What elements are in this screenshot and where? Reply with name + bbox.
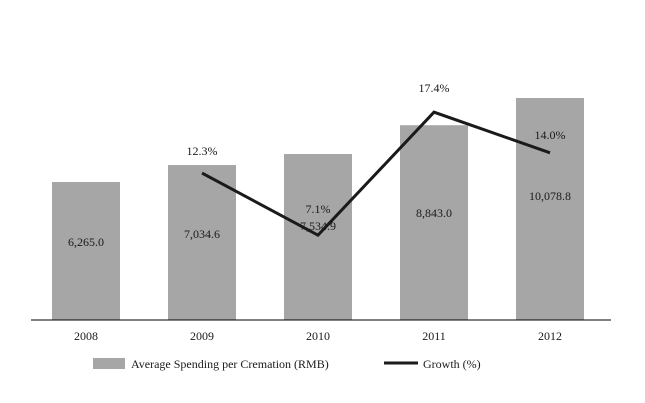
x-tick-label-2011: 2011 — [422, 329, 446, 343]
bar-2008 — [52, 182, 120, 320]
growth-label-2009: 12.3% — [187, 144, 218, 158]
growth-label-2012: 14.0% — [535, 128, 566, 142]
bar-value-label-2010: 7,534.9 — [300, 219, 336, 233]
bar-value-label-2011: 8,843.0 — [416, 206, 452, 220]
bar-2012 — [516, 98, 584, 320]
growth-line-layer — [201, 110, 551, 238]
bar-2011 — [400, 125, 468, 320]
bar-value-label-2012: 10,078.8 — [529, 189, 571, 203]
x-tick-label-2008: 2008 — [74, 329, 98, 343]
legend: Average Spending per Cremation (RMB) Gro… — [93, 357, 481, 371]
legend-bar-swatch — [93, 358, 125, 369]
legend-bar-label: Average Spending per Cremation (RMB) — [131, 357, 329, 371]
x-tick-label-2009: 2009 — [190, 329, 214, 343]
bar-2010 — [284, 154, 352, 320]
x-tick-labels: 2008 2009 2010 2011 2012 — [74, 329, 562, 343]
growth-line — [201, 110, 551, 238]
bar-2009 — [168, 165, 236, 320]
bar-value-label-2009: 7,034.6 — [184, 227, 220, 241]
bar-value-label-2008: 6,265.0 — [68, 235, 104, 249]
growth-label-2010: 7.1% — [306, 202, 331, 216]
legend-line-label: Growth (%) — [423, 357, 481, 371]
growth-label-2011: 17.4% — [419, 81, 450, 95]
x-tick-label-2012: 2012 — [538, 329, 562, 343]
bars-layer — [52, 98, 584, 320]
data-labels-layer: 6,265.0 7,034.6 7,534.9 8,843.0 10,078.8 12.3… — [68, 81, 571, 249]
x-tick-label-2010: 2010 — [306, 329, 330, 343]
